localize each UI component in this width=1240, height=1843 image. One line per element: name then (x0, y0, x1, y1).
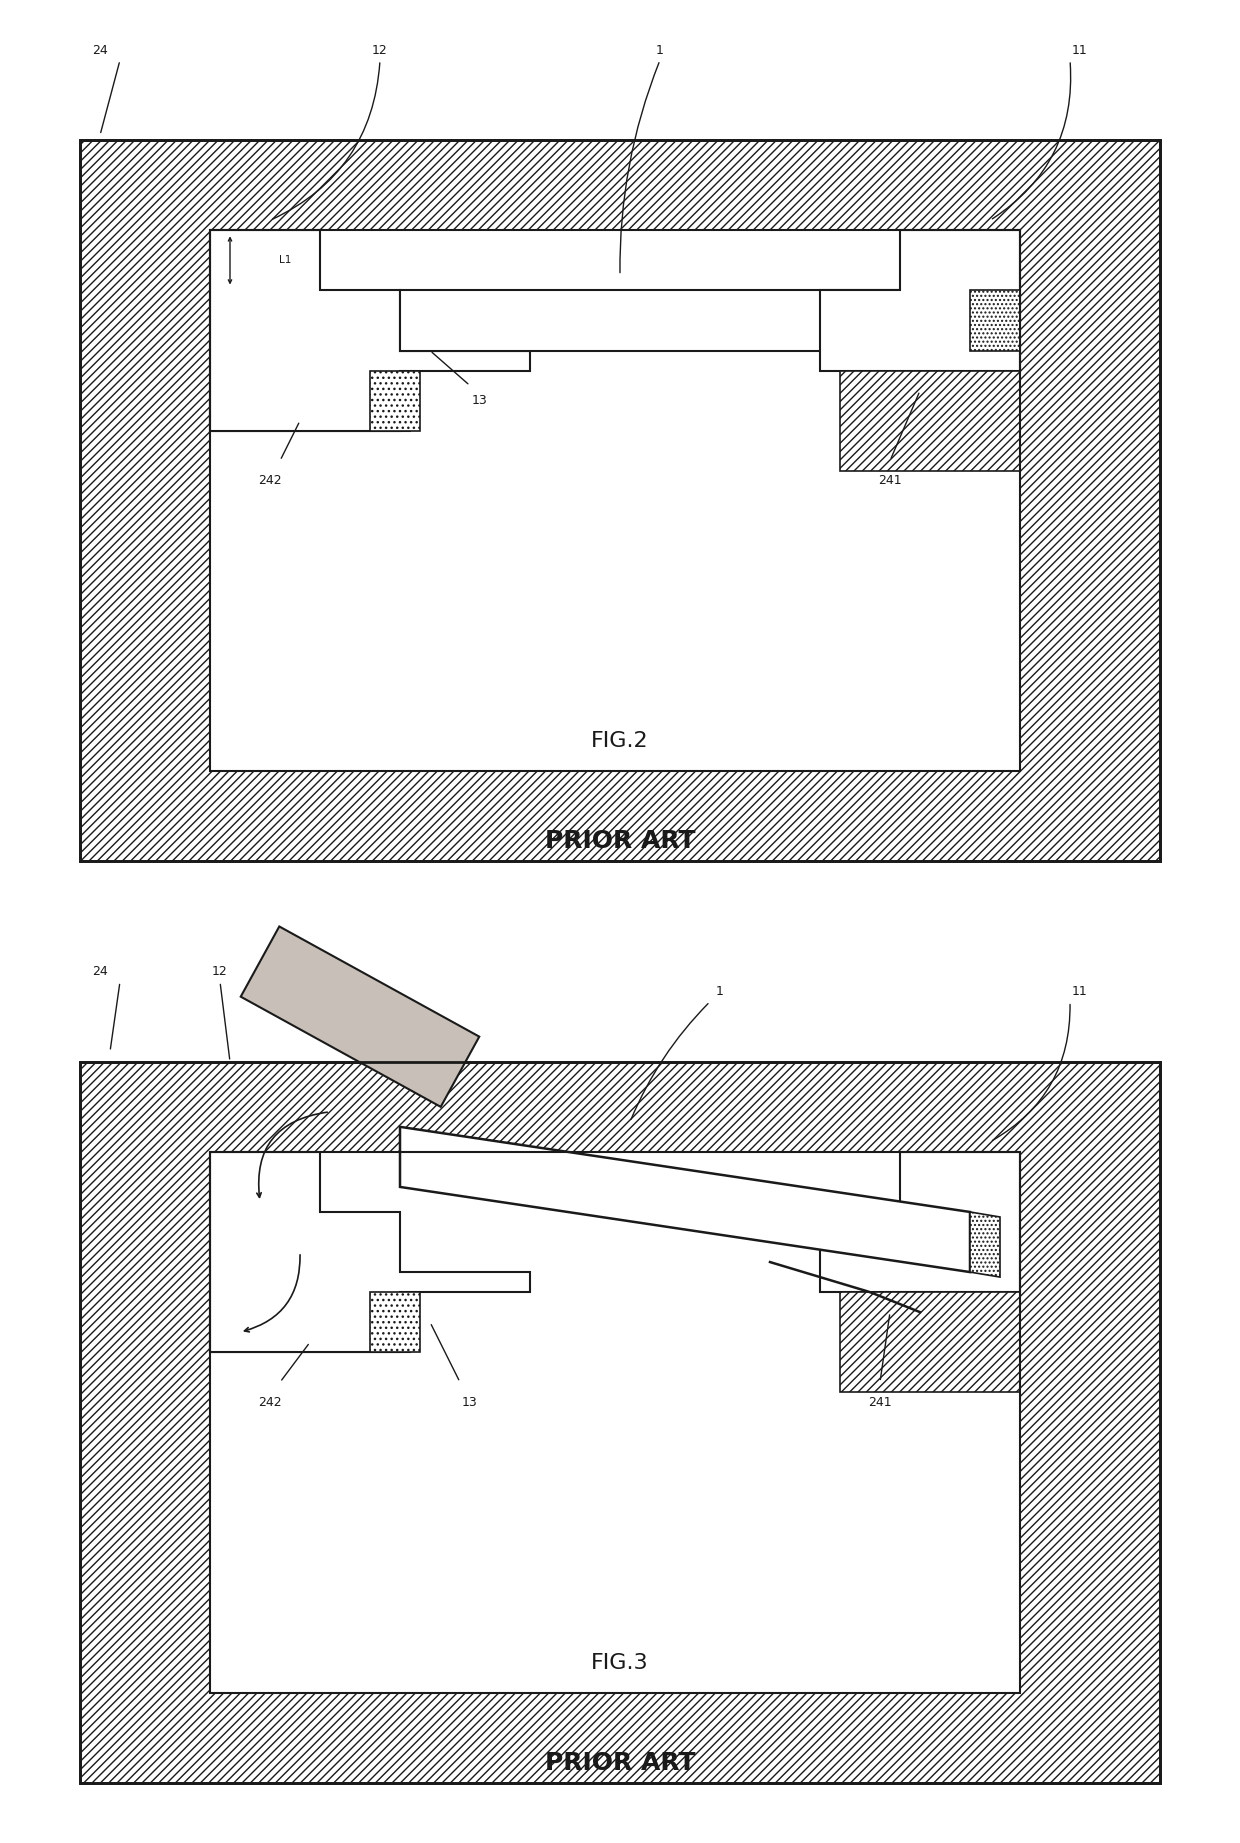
Bar (81, 1062, 1159, 1782)
Bar (210, 230, 1021, 770)
Bar (210, 1321, 410, 1353)
Bar (210, 1152, 1021, 1692)
Text: 11: 11 (1073, 44, 1087, 57)
FancyArrowPatch shape (257, 1111, 327, 1198)
Text: 13: 13 (463, 1395, 477, 1408)
Text: FIG.3: FIG.3 (591, 1653, 649, 1673)
Polygon shape (210, 230, 529, 431)
Text: 242: 242 (258, 1395, 281, 1408)
Bar (401, 291, 970, 350)
Bar (970, 291, 1021, 350)
Text: PRIOR ART: PRIOR ART (544, 1751, 696, 1775)
Bar (81, 140, 1159, 861)
Text: 12: 12 (212, 966, 228, 979)
Text: 241: 241 (878, 474, 901, 487)
Polygon shape (401, 1126, 970, 1272)
Text: 24: 24 (92, 44, 108, 57)
Bar (81, 1062, 1159, 1782)
Text: L1: L1 (279, 256, 291, 265)
Text: 12: 12 (372, 44, 388, 57)
Bar (370, 1292, 420, 1353)
Bar (210, 400, 410, 431)
Bar (839, 370, 1021, 470)
Text: PRIOR ART: PRIOR ART (544, 829, 696, 853)
Polygon shape (820, 230, 1021, 370)
Bar (370, 370, 420, 431)
Polygon shape (970, 1213, 999, 1277)
Bar (81, 140, 1159, 861)
Text: 24: 24 (92, 966, 108, 979)
Text: 11: 11 (1073, 986, 1087, 999)
Bar (210, 230, 1021, 770)
Text: FIG.2: FIG.2 (591, 732, 649, 752)
Bar (839, 1292, 1021, 1391)
Polygon shape (241, 927, 480, 1108)
Bar (210, 1152, 1021, 1692)
Text: 242: 242 (258, 474, 281, 487)
FancyArrowPatch shape (244, 1255, 300, 1332)
Text: 241: 241 (868, 1395, 892, 1408)
Polygon shape (210, 1152, 529, 1353)
Text: 1: 1 (715, 986, 724, 999)
Polygon shape (820, 1152, 1021, 1292)
Text: 13: 13 (472, 394, 487, 407)
Text: 1: 1 (656, 44, 663, 57)
